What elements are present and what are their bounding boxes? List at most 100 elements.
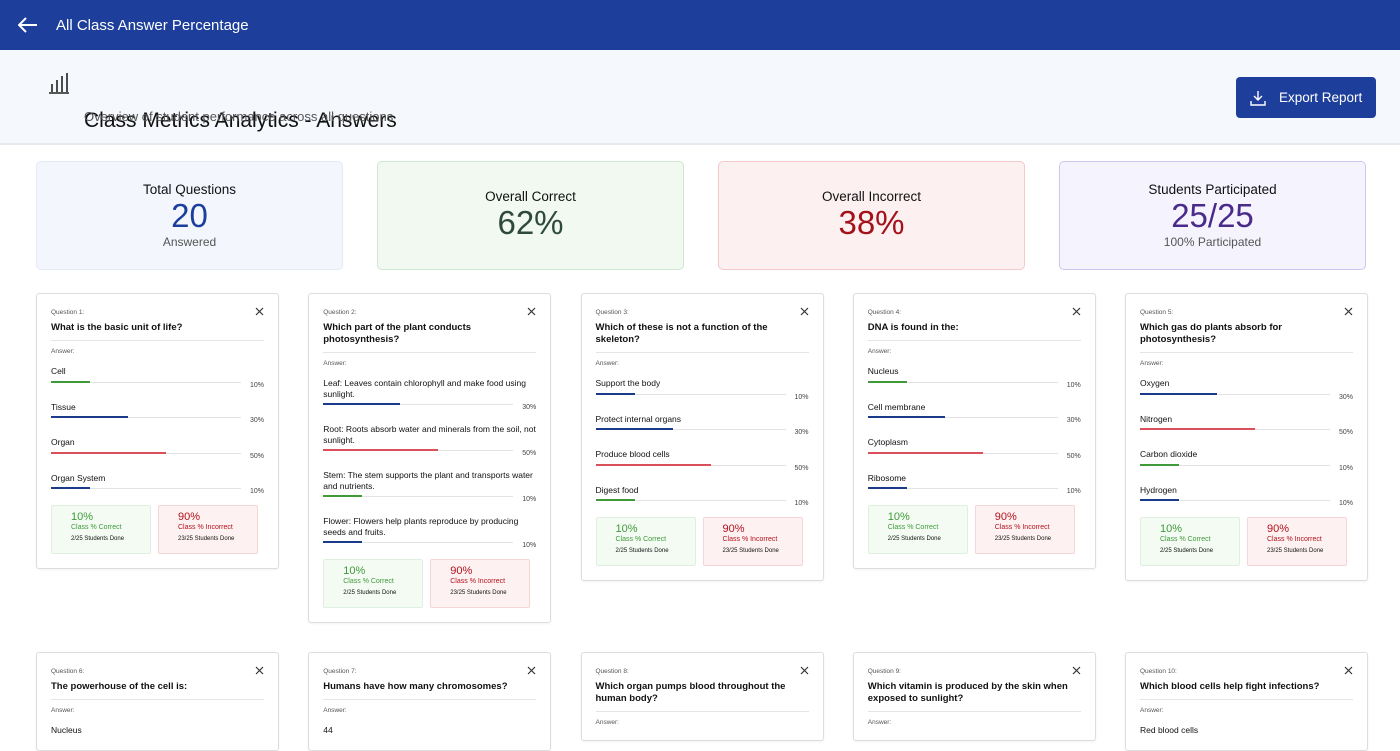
close-button[interactable]: [527, 666, 536, 677]
question-header: Question 2:: [323, 307, 536, 318]
correct-value: 10%: [615, 523, 638, 535]
correct-box: 10% Class % Correct 2/25 Students Done: [323, 559, 424, 608]
results: 10% Class % Correct 2/25 Students Done 90% C…: [51, 505, 264, 554]
option-text: Produce blood cells: [595, 449, 670, 459]
option: Cell membrane 30%: [867, 401, 1081, 427]
option-text: Leaf: Leaves contain chlorophyll and mak…: [323, 378, 526, 399]
answer-label: Answer:: [1140, 360, 1164, 367]
bar-track: [867, 381, 1058, 383]
correct-value: 10%: [887, 511, 910, 523]
incorrect-value: 90%: [450, 565, 473, 577]
question-text: DNA is found in the:: [867, 322, 1081, 341]
close-button[interactable]: [800, 307, 809, 318]
bar-fill: [867, 416, 945, 418]
option-bar: 50%: [1140, 426, 1353, 438]
close-button[interactable]: [255, 666, 264, 677]
results: 10% Class % Correct 2/25 Students Done 90% C…: [323, 559, 536, 608]
stat-label: Overall Incorrect: [821, 189, 922, 204]
close-button[interactable]: [1344, 307, 1353, 318]
option-percent: 10%: [522, 496, 537, 503]
option-percent: 30%: [249, 417, 264, 424]
app-title: All Class Answer Percentage: [56, 16, 249, 34]
stat-label: Overall Correct: [485, 189, 576, 204]
option-bar: 10%: [323, 539, 536, 551]
option-bar: 10%: [867, 379, 1081, 391]
correct-done: 2/25 Students Done: [343, 590, 397, 596]
question-header: Question 6:: [51, 666, 264, 677]
option: Leaf: Leaves contain chlorophyll and mak…: [323, 378, 536, 413]
option-bar: 10%: [51, 485, 264, 497]
option-percent: 50%: [1338, 429, 1353, 436]
close-button[interactable]: [255, 307, 264, 318]
option-text: Red blood cells: [1140, 725, 1199, 735]
bar-fill: [51, 380, 90, 383]
option-percent: 50%: [794, 464, 809, 472]
incorrect-box: 90% Class % Incorrect 23/25 Students Done: [430, 559, 531, 608]
stat-value: 25/25: [1171, 197, 1254, 234]
option-text: Support the body: [595, 378, 661, 388]
question-text: Which vitamin is produced by the skin wh…: [867, 681, 1081, 712]
bar-track: [1140, 393, 1330, 395]
stat-card: Students Participated 25/25 100% Participa…: [1059, 161, 1366, 270]
bar-track: [51, 417, 241, 418]
app-bar: All Class Answer Percentage: [0, 0, 1400, 50]
question-header: Question 3:: [596, 307, 809, 318]
question-label: Question 7:: [323, 668, 357, 675]
option-text: Flower: Flowers help plants reproduce by…: [323, 516, 519, 537]
option: Ribosome 10%: [867, 473, 1081, 498]
option: Tissue 30%: [51, 402, 264, 427]
option: Nitrogen 50%: [1140, 414, 1353, 439]
option-text: Cell membrane: [867, 401, 926, 412]
option-percent: 30%: [1338, 393, 1353, 401]
chart-icon: [49, 73, 69, 94]
close-button[interactable]: [527, 307, 536, 318]
incorrect-label: Class % Incorrect: [178, 524, 233, 531]
bar-fill: [595, 463, 711, 466]
export-button[interactable]: Export Report: [1236, 77, 1376, 118]
option: Produce blood cells 50%: [595, 449, 809, 474]
bar-fill: [595, 428, 673, 430]
bar-fill: [323, 403, 401, 405]
question-text: The powerhouse of the cell is:: [51, 681, 264, 700]
option-percent: 10%: [1066, 488, 1081, 495]
back-button[interactable]: [18, 17, 38, 33]
incorrect-done: 23/25 Students Done: [178, 536, 235, 542]
bar-track: [51, 381, 241, 383]
close-button[interactable]: [1072, 666, 1081, 677]
bar-track: [323, 496, 514, 497]
option-percent: 10%: [794, 500, 809, 507]
bar-fill: [595, 392, 635, 395]
option-text: Nucleus: [867, 366, 899, 376]
option-bar: 50%: [51, 450, 264, 462]
option: Cytoplasm 50%: [867, 437, 1081, 462]
correct-box: 10% Class % Correct 2/25 Students Done: [867, 505, 968, 554]
option: Root: Roots absorb water and minerals fr…: [323, 424, 536, 459]
stat-card: Total Questions 20 Answered: [36, 161, 343, 270]
question-card: Question 2: Which part of the plant condu…: [308, 293, 552, 623]
export-label: Export Report: [1279, 90, 1363, 105]
option-text: Hydrogen: [1140, 484, 1177, 495]
question-grid: Question 1: What is the basic unit of lif…: [36, 293, 1376, 751]
incorrect-box: 90% Class % Incorrect 23/25 Students Done: [974, 505, 1075, 554]
question-label: Question 2:: [323, 309, 357, 316]
option-bar: 30%: [867, 414, 1081, 426]
bar-track: [323, 404, 514, 405]
stat-sub: Answered: [162, 235, 217, 249]
option: Oxygen 30%: [1140, 378, 1353, 403]
question-text: Which part of the plant conducts photosy…: [323, 322, 537, 353]
option-text: Oxygen: [1140, 378, 1170, 388]
question-label: Question 10:: [1140, 668, 1177, 675]
close-button[interactable]: [1072, 307, 1081, 318]
question-card: Question 5: Which gas do plants absorb fo…: [1125, 293, 1368, 581]
question-card: Question 9: Which vitamin is produced by …: [852, 652, 1096, 741]
question-header: Question 1:: [51, 307, 264, 318]
answer-label: Answer:: [867, 719, 892, 726]
close-button[interactable]: [800, 666, 809, 677]
close-button[interactable]: [1344, 666, 1353, 677]
option-text: Cytoplasm: [867, 437, 908, 447]
correct-done: 2/25 Students Done: [71, 536, 125, 542]
option-text: Nitrogen: [1140, 413, 1173, 424]
option: Stem: The stem supports the plant and tr…: [323, 470, 536, 505]
option-percent: 10%: [1066, 381, 1081, 389]
stat-value: 20: [171, 197, 208, 234]
